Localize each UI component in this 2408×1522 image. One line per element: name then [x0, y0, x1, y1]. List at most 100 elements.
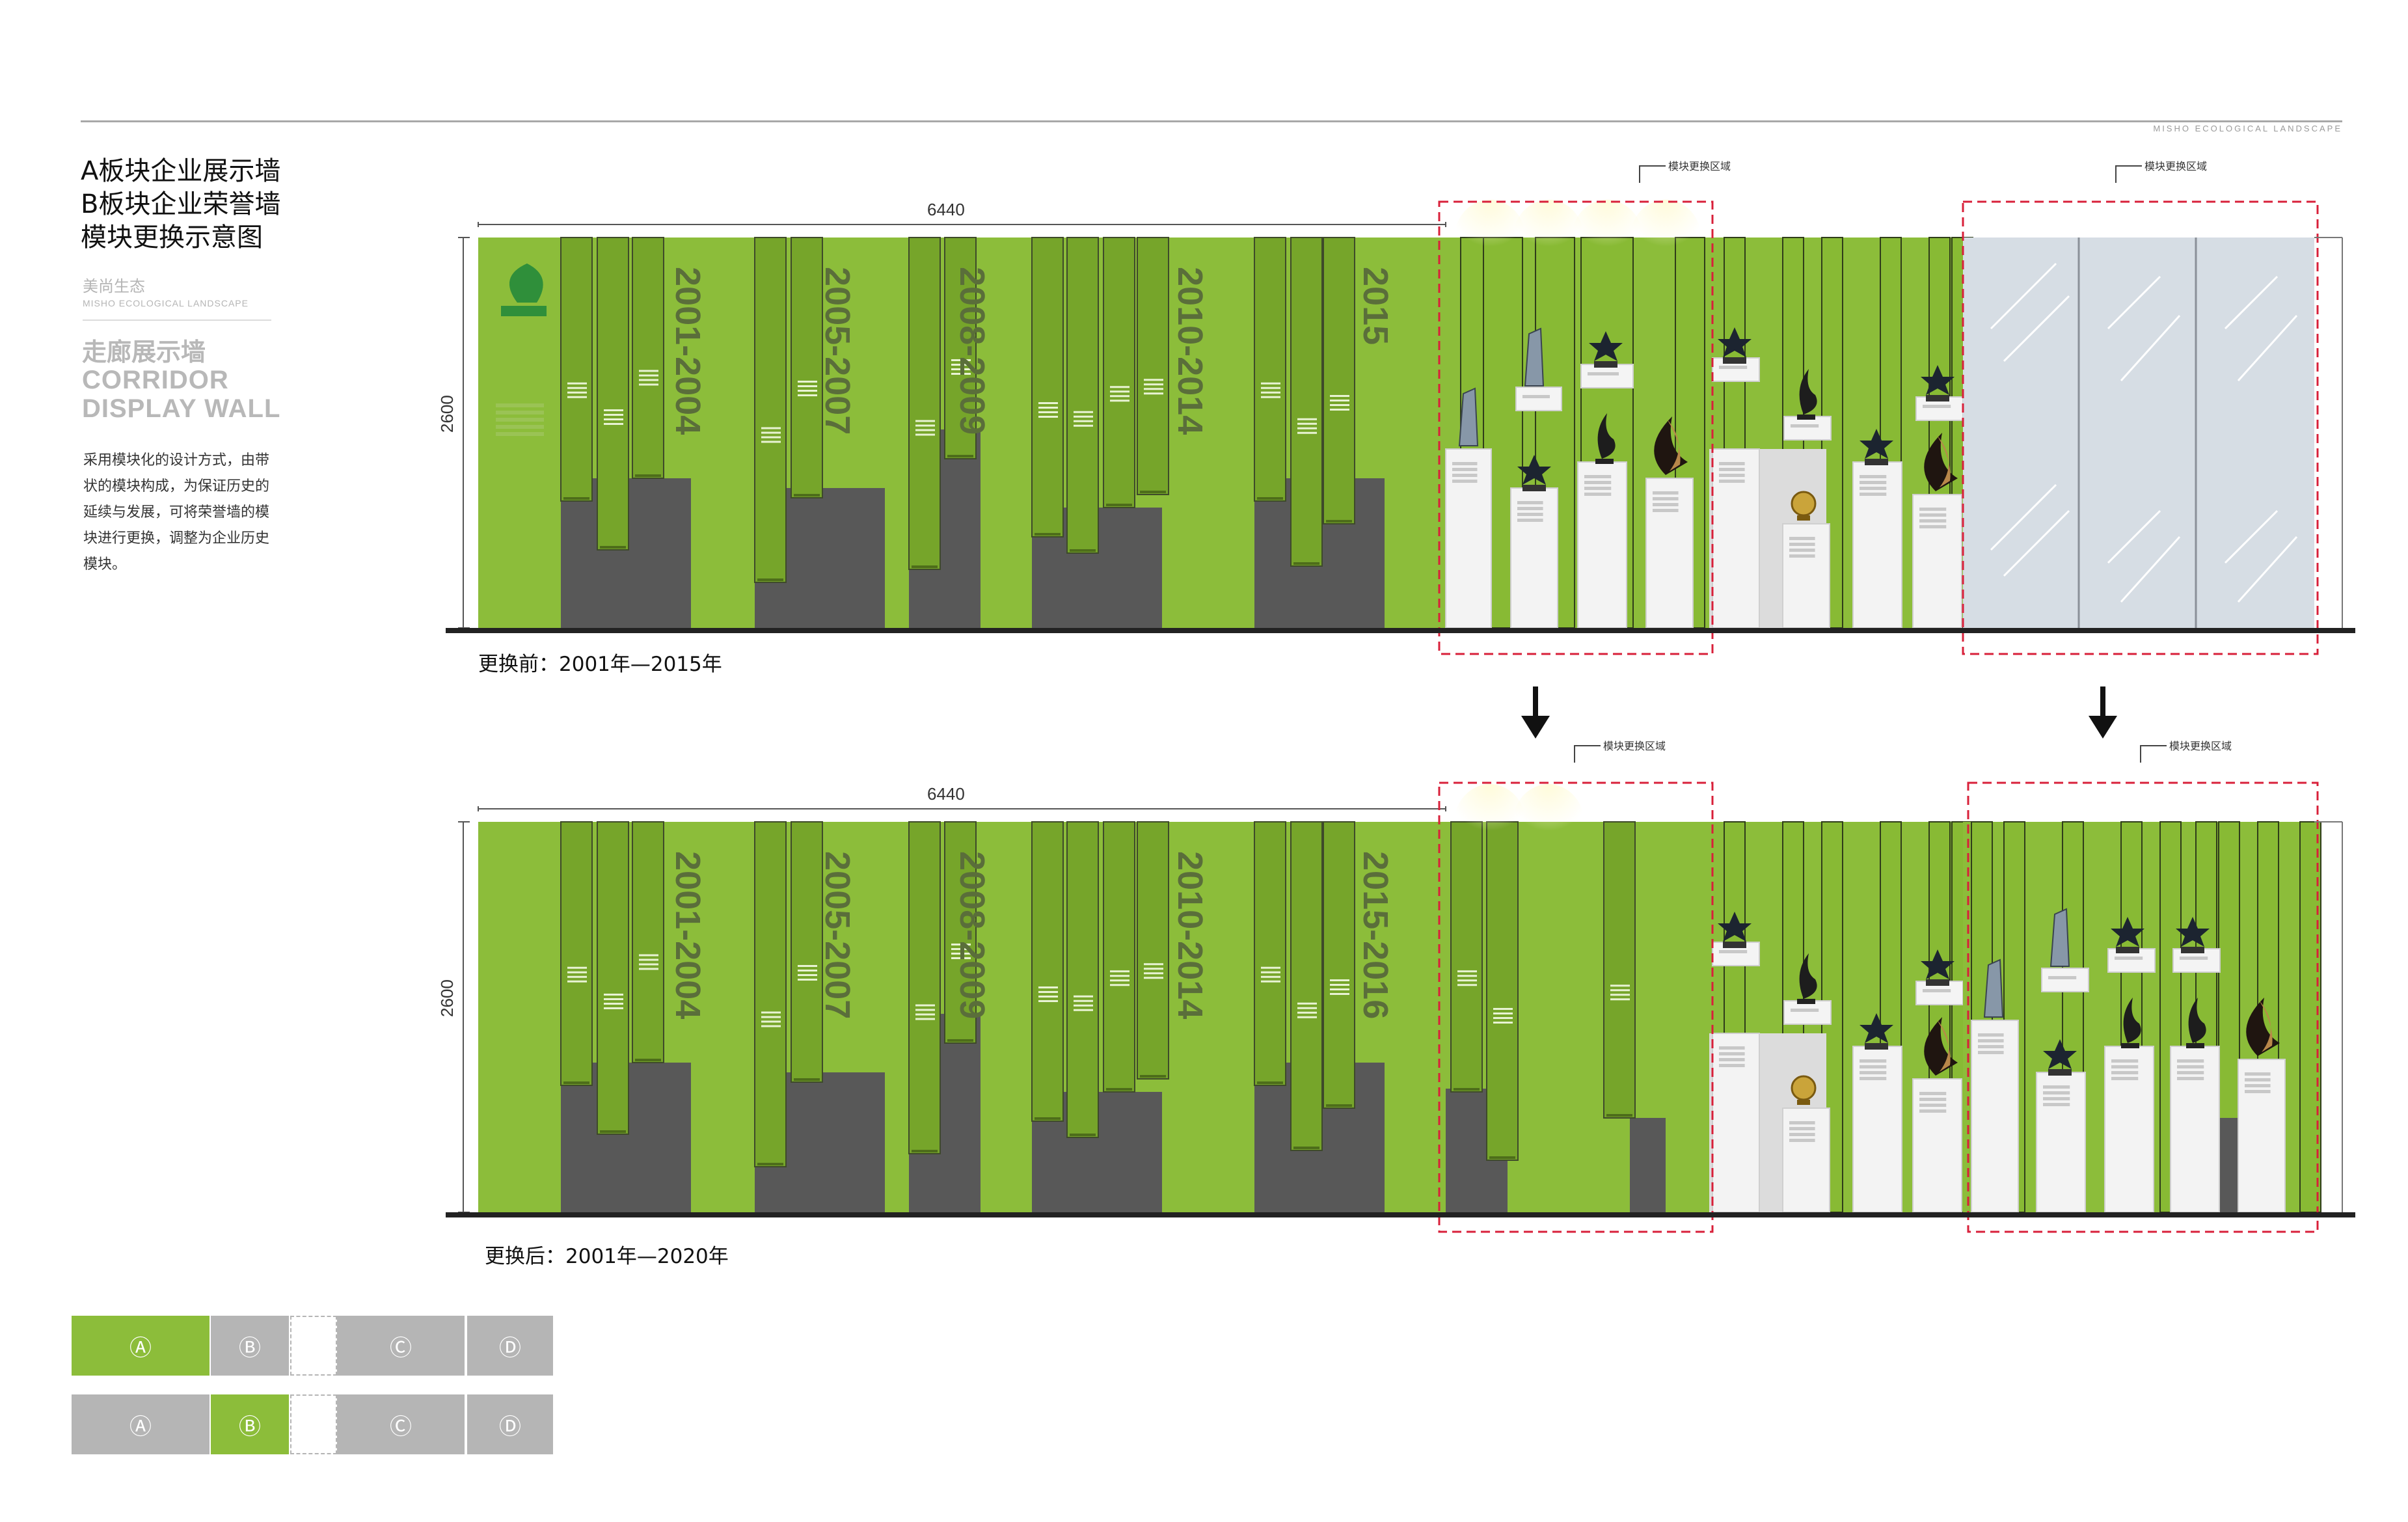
timeline-strip-11-text [1261, 396, 1280, 398]
ext-strip-2-text [1493, 1008, 1513, 1010]
pedestal-6-text [1789, 1133, 1815, 1136]
new-pedestal-2-text [2043, 1085, 2070, 1089]
timeline-strip-8-text [1074, 424, 1093, 427]
new-pedestal-3-text [2111, 1071, 2139, 1074]
timeline-strip-0-text [567, 980, 587, 983]
timeline-strip-13 [1323, 237, 1355, 524]
brand-name-en: MISHO ECOLOGICAL LANDSCAPE [83, 298, 249, 308]
timeline-strip-10-text [1144, 968, 1163, 970]
timeline-strip-11-text [1261, 975, 1280, 978]
timeline-strip-9-edge [1106, 504, 1132, 506]
timeline-strip-3-text [761, 441, 781, 443]
new-pedestal-2-text [2043, 1091, 2070, 1094]
timeline-strip-4 [791, 821, 823, 1083]
timeline-strip-7-text [1038, 996, 1058, 998]
timeline-strip-13-text [1330, 979, 1349, 981]
pedestal-4-text [1653, 509, 1679, 512]
timeline-strip-3 [754, 821, 787, 1167]
ext-gray-block-2 [1630, 1118, 1666, 1212]
new-shelf-2-text [2115, 957, 2143, 960]
new-shelf-3-text [2180, 957, 2208, 960]
timeline-strip-10-text [1144, 977, 1163, 979]
pedestal-5 [1712, 1033, 1760, 1213]
pedestal-3-text [1584, 493, 1612, 496]
spotlight-1 [1513, 784, 1584, 862]
ext-strip-2 [1486, 821, 1519, 1161]
trophy-star-5-base [1926, 979, 1949, 986]
new-pedestal-5-text [2245, 1072, 2271, 1076]
timeline-strip-3-text [761, 1011, 781, 1014]
legend-row2-c: Ⓒ [337, 1394, 465, 1454]
timeline-strip-1-text [604, 998, 623, 1000]
trophy-leaf-2-b [1937, 435, 1951, 487]
timeline-strip-9-text [1110, 386, 1130, 388]
legend-row2-gap [290, 1394, 337, 1454]
timeline-strip-5-text [915, 429, 935, 431]
pedestal-5-text [1719, 480, 1745, 483]
timeline-strip-0 [560, 821, 593, 1086]
pedestal-5-text [1719, 462, 1745, 465]
spotlight-3 [1630, 200, 1701, 278]
pedestal-6-text [1789, 554, 1815, 558]
glass-reflection-3 [2120, 314, 2181, 382]
ext-strip-3-text [1610, 998, 1630, 1001]
timeline-strip-12-text [1297, 418, 1317, 420]
timeline-strip-5-text [915, 1004, 935, 1007]
glass-reflection-11 [2237, 536, 2298, 603]
timeline-strip-1-text [604, 414, 623, 416]
legend-row2-a: Ⓐ [72, 1394, 210, 1454]
floor-line [446, 1212, 2355, 1217]
replace-zone-2 [1962, 200, 2319, 655]
timeline-strip-11-text [1261, 980, 1280, 983]
ext-strip-2-text [1493, 1012, 1513, 1014]
timeline-strip-1-text [604, 409, 623, 411]
timeline-strip-4-text [798, 385, 817, 387]
new-pedestal-4-text [2177, 1059, 2204, 1063]
timeline-strip-10-text [1144, 392, 1163, 395]
pedestal-4-text [1653, 491, 1679, 495]
ext-strip-3-text [1610, 985, 1630, 987]
timeline-strip-5-edge [912, 565, 938, 568]
timeline-strip-9-edge [1106, 1088, 1132, 1091]
timeline-strip-13-text [1330, 395, 1349, 397]
new-pedestal-4-text [2177, 1071, 2204, 1074]
caption-before: 更换前：2001年—2015年 [478, 653, 722, 676]
timeline-strip-7-text [1038, 402, 1058, 404]
new-pedestal-1-text [1978, 1045, 2004, 1048]
replace-zone-1-label: 模块更换区域 [1668, 161, 1731, 172]
floor-line [446, 628, 2355, 633]
timeline-strip-3-edge [757, 1163, 783, 1165]
new-pedestal-5-text [2245, 1078, 2271, 1081]
trophy-star-2 [1589, 331, 1623, 361]
timeline-strip-0-text [567, 966, 587, 969]
pedestal-1 [1445, 448, 1492, 629]
pedestal-8-text [1919, 1104, 1947, 1107]
trophy-star-4-base [1865, 459, 1888, 465]
timeline-strip-4-edge [794, 1078, 820, 1081]
trophy-leaf-2-b [1937, 1020, 1951, 1072]
description: 采用模块化的设计方式，由带状的模块构成，为保证历史的延续与发展，可将荣誉墙的模块… [83, 452, 270, 573]
legend-row2-b: Ⓑ [211, 1394, 289, 1454]
down-arrow-1-head [1521, 716, 1550, 739]
year-label-0: 2001-2004 [668, 267, 707, 435]
timeline-strip-11 [1254, 237, 1286, 502]
timeline-strip-1-text [604, 418, 623, 420]
pedestal-6-text [1789, 537, 1815, 540]
ext-strip-2-text [1493, 1017, 1513, 1019]
timeline-strip-6-edge [947, 455, 973, 457]
replace-zone-1-label-line [1639, 165, 1666, 183]
pedestal-7-text [1860, 493, 1887, 496]
pedestal-5-text [1719, 1046, 1745, 1050]
trophy-flame-2-base [1797, 414, 1815, 420]
caption-after: 更换后：2001年—2020年 [485, 1245, 729, 1268]
dim-height-label: 2600 [437, 979, 457, 1017]
year-label-1: 2005-2007 [818, 267, 857, 435]
timeline-strip-12-text [1297, 431, 1317, 434]
trophy-gold-1-base [1797, 1100, 1810, 1105]
new-trophy-star-3-base [2181, 947, 2204, 953]
pedestal-5-text [1719, 474, 1745, 477]
timeline-strip-0-edge [563, 1081, 589, 1084]
timeline-strip-7 [1031, 821, 1064, 1122]
pedestal-1-text [1452, 474, 1478, 477]
timeline-strip-7-text [1038, 416, 1058, 418]
